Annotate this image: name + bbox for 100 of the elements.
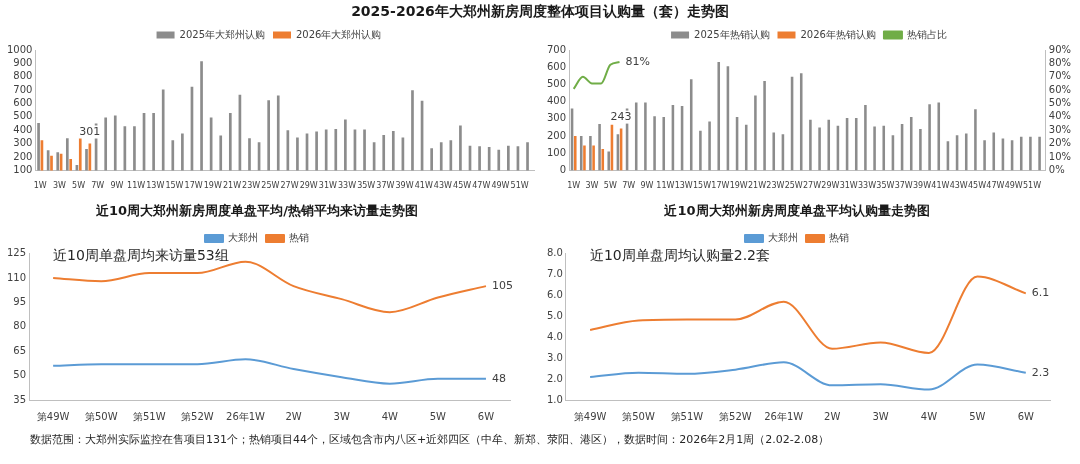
- bar: [809, 119, 812, 171]
- x-tick-label: 2W: [285, 410, 302, 422]
- x-tick-label: 2W: [824, 410, 841, 422]
- bar: [689, 79, 693, 171]
- x-tick-label: 11W: [127, 181, 146, 191]
- x-tick-label: 9W: [110, 181, 124, 191]
- y-tick-label: 500: [546, 77, 567, 89]
- x-tick-label: 3W: [52, 181, 67, 191]
- text: 数据范围：大郑州实际监控在售项目131个；热销项目44个，区域包含市内八区+近郊四区（中牟、新郑、荥阳、港区），数据时间：2026年2月1周（2.02-2.08）: [30, 432, 831, 447]
- x-tick-label: 7W: [622, 181, 636, 191]
- y2-tick-label: 60%: [1048, 83, 1072, 95]
- x-tick-label: 13W: [146, 181, 165, 191]
- bar: [699, 130, 702, 171]
- legend-label: 大郑州: [228, 232, 258, 244]
- y-tick-label: 700: [546, 43, 567, 55]
- line-series: [52, 358, 487, 385]
- bar: [1038, 136, 1041, 171]
- x-tick-label: 5W: [969, 410, 986, 422]
- line-series: [589, 361, 1027, 391]
- legend-label: 热销占比: [906, 28, 947, 40]
- x-tick-label: 33W: [857, 181, 877, 191]
- y-tick-label: 200: [546, 129, 567, 141]
- x-tick-label: 37W: [376, 181, 395, 191]
- y2-tick-label: 0%: [1048, 163, 1065, 175]
- x-tick-label: 17W: [184, 181, 203, 191]
- x-tick-label: 3W: [872, 410, 889, 422]
- x-tick-label: 43W: [949, 181, 968, 191]
- bar: [983, 140, 986, 171]
- x-tick-label: 第49W: [573, 410, 607, 422]
- x-tick-label: 6W: [1017, 410, 1035, 422]
- x-tick-label: 37W: [894, 181, 913, 191]
- x-tick-label: 29W: [299, 181, 318, 191]
- y-tick-label: 50: [13, 369, 27, 381]
- bar: [653, 116, 656, 171]
- bar: [717, 62, 721, 171]
- x-tick-label: 41W: [931, 181, 950, 191]
- bar: [589, 136, 592, 171]
- y2-tick-label: 40%: [1048, 110, 1072, 122]
- data-label: 105: [491, 278, 513, 292]
- bar: [598, 123, 601, 171]
- x-tick-label: 9W: [640, 181, 654, 191]
- x-tick-label: 25W: [784, 181, 803, 191]
- y-tick-label: 900: [13, 56, 33, 68]
- x-tick-label: 3W: [333, 410, 350, 422]
- y-tick-label: 600: [13, 97, 33, 109]
- x-tick-label: 23W: [242, 181, 261, 191]
- bar: [644, 102, 647, 171]
- x-tick-label: 1W: [567, 181, 581, 191]
- annotation: 近10周单盘周均认购量2.2套: [589, 247, 770, 264]
- y-tick-label: 300: [13, 137, 33, 149]
- bar: [864, 105, 867, 171]
- x-tick-label: 第50W: [84, 410, 118, 422]
- line-series: [52, 260, 487, 314]
- y-tick-label: 1.0: [547, 393, 563, 405]
- x-tick-label: 45W: [967, 181, 987, 191]
- bar: [873, 126, 876, 171]
- x-tick-label: 5W: [429, 410, 447, 422]
- x-tick-label: 6W: [477, 410, 495, 422]
- bar: [763, 80, 766, 171]
- x-tick-label: 21W: [747, 181, 767, 191]
- y2-tick-label: 10%: [1048, 150, 1072, 162]
- x-tick-label: 5W: [72, 181, 86, 191]
- x-tick-label: 第49W: [36, 410, 70, 422]
- y-tick-label: 500: [13, 110, 33, 122]
- x-tick-label: 51W: [1022, 181, 1042, 191]
- bar: [909, 117, 913, 171]
- y2-tick-label: 70%: [1048, 70, 1072, 82]
- annotation: 近10周单盘周均来访量53组: [53, 247, 229, 264]
- x-tick-label: 第52W: [181, 410, 214, 422]
- chart-title: 2025-2026年大郑州新房周度整体项目认购量（套）走势图: [350, 2, 730, 21]
- x-tick-label: 33W: [338, 181, 357, 191]
- y-tick-label: 5.0: [547, 309, 563, 321]
- x-tick-label: 49W: [1004, 181, 1023, 191]
- bar: [754, 95, 757, 171]
- bar: [974, 109, 977, 171]
- y-tick-label: 80: [13, 320, 27, 332]
- line-series: [572, 61, 621, 90]
- x-tick-label: 19W: [203, 181, 222, 191]
- y-tick-label: 95: [13, 295, 27, 307]
- legend-label: 热销: [289, 232, 309, 244]
- x-tick-label: 51W: [510, 181, 529, 191]
- x-tick-label: 17W: [711, 181, 730, 191]
- x-tick-label: 39W: [395, 181, 414, 191]
- x-tick-label: 21W: [222, 181, 242, 191]
- x-tick-label: 13W: [674, 181, 693, 191]
- bar: [772, 132, 776, 171]
- y-tick-label: 8.0: [547, 247, 563, 259]
- y-tick-label: 6.0: [547, 289, 563, 301]
- x-tick-label: 3W: [585, 181, 599, 191]
- x-tick-label: 23W: [766, 181, 785, 191]
- data-label: 81%: [625, 54, 650, 68]
- x-tick-label: 47W: [472, 181, 491, 191]
- x-tick-label: 15W: [692, 181, 712, 191]
- data-label: 2.3: [1031, 365, 1050, 379]
- legend-label: 热销: [829, 232, 849, 244]
- bar: [799, 73, 803, 171]
- y2-tick-label: 30%: [1048, 123, 1072, 135]
- x-tick-label: 4W: [381, 410, 399, 422]
- bar: [592, 145, 595, 171]
- y-tick-label: 35: [13, 393, 27, 405]
